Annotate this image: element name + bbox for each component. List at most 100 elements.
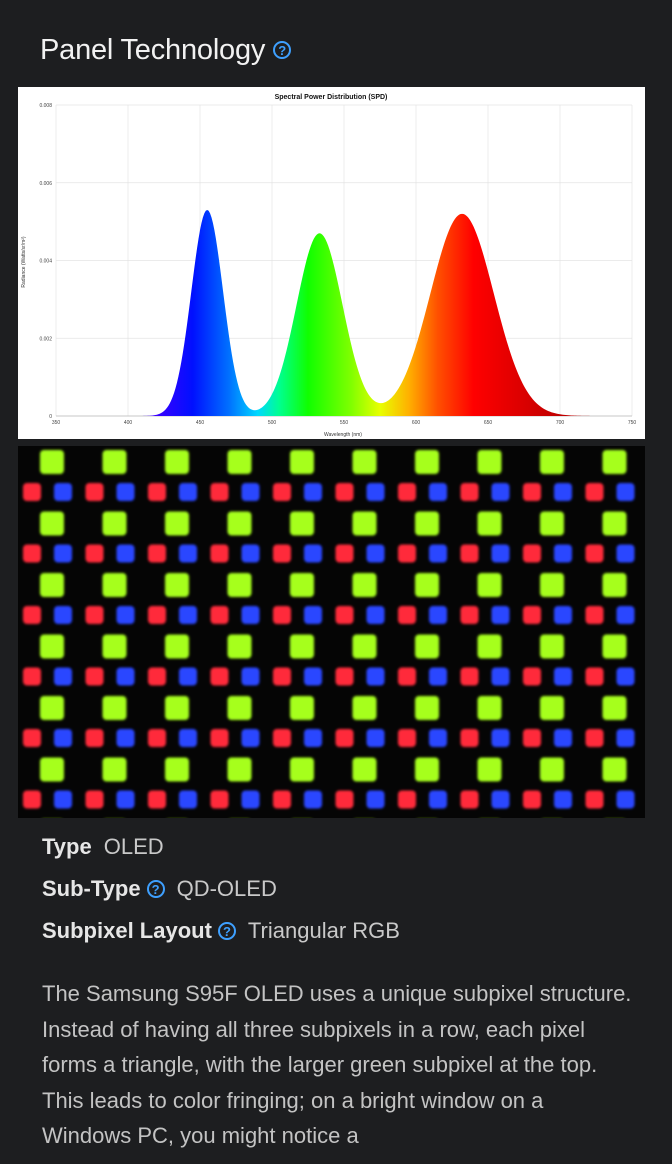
blue-subpixel [491, 790, 510, 809]
green-subpixel [602, 757, 627, 782]
blue-subpixel [429, 667, 447, 686]
spd-chart: 350 400 450 500 550 600 650 700 750 0 0.002 0.004 0.… [18, 87, 645, 439]
spec-subpixel-layout: Subpixel Layout ? Triangular RGB [42, 910, 400, 952]
red-subpixel [335, 667, 354, 686]
blue-subpixel [179, 790, 197, 809]
green-subpixel [227, 450, 252, 474]
blue-subpixel [616, 544, 635, 563]
green-subpixel [415, 573, 439, 597]
blue-subpixel [54, 544, 72, 563]
red-subpixel [398, 483, 416, 501]
blue-subpixel [491, 729, 510, 747]
y-tick-label: 0 [49, 414, 52, 420]
green-subpixel [415, 450, 439, 474]
green-subpixel [290, 634, 314, 659]
green-subpixel [40, 573, 64, 597]
red-subpixel [335, 544, 354, 563]
green-subpixel [602, 450, 627, 474]
y-tick-label: 0.002 [39, 336, 52, 342]
spec-label: Type [42, 834, 92, 859]
spec-label: Sub-Type [42, 876, 141, 901]
chart-title: Spectral Power Distribution (SPD) [275, 94, 388, 101]
green-subpixel [477, 757, 502, 782]
blue-subpixel [304, 606, 322, 624]
red-subpixel [210, 790, 229, 809]
green-subpixel [102, 573, 127, 597]
red-subpixel [273, 606, 291, 624]
red-subpixel [210, 544, 229, 563]
spec-value: Triangular RGB [247, 918, 400, 943]
blue-subpixel [554, 667, 572, 686]
red-subpixel [210, 483, 229, 501]
green-subpixel [227, 511, 252, 536]
red-subpixel [523, 606, 541, 624]
subpixel-layout-svg [23, 450, 635, 843]
red-subpixel [273, 483, 291, 501]
red-subpixel [335, 790, 354, 809]
green-subpixel [352, 450, 377, 474]
red-subpixel [23, 483, 41, 501]
blue-subpixel [616, 667, 635, 686]
x-tick-label: 650 [484, 420, 493, 426]
green-subpixel [602, 511, 627, 536]
red-subpixel [398, 606, 416, 624]
green-subpixel [540, 573, 564, 597]
blue-subpixel [54, 790, 72, 809]
red-subpixel [398, 729, 416, 747]
green-subpixel [165, 511, 189, 536]
spec-value: OLED [103, 834, 164, 859]
green-subpixel [352, 634, 377, 659]
green-subpixel [227, 696, 252, 720]
red-subpixel [585, 606, 604, 624]
section-header: Panel Technology ? [40, 28, 292, 72]
red-subpixel [85, 667, 104, 686]
green-subpixel [40, 696, 64, 720]
blue-subpixel [554, 483, 572, 501]
blue-subpixel [179, 544, 197, 563]
question-circle-icon[interactable]: ? [146, 880, 165, 898]
blue-subpixel [491, 544, 510, 563]
red-subpixel [460, 729, 479, 747]
green-subpixel [40, 757, 64, 782]
y-tick-label: 0.008 [39, 103, 52, 109]
blue-subpixel [616, 729, 635, 747]
red-subpixel [398, 790, 416, 809]
blue-subpixel [116, 729, 135, 747]
blue-subpixel [616, 606, 635, 624]
green-subpixel [602, 696, 627, 720]
blue-subpixel [429, 729, 447, 747]
y-axis-label: Radiance (Watts/sr/m²) [21, 236, 27, 288]
blue-subpixel [491, 606, 510, 624]
green-subpixel [540, 696, 564, 720]
question-circle-icon[interactable]: ? [273, 41, 292, 59]
green-subpixel [102, 634, 127, 659]
blue-subpixel [54, 483, 72, 501]
green-subpixel [290, 573, 314, 597]
blue-subpixel [54, 667, 72, 686]
green-subpixel [477, 450, 502, 474]
red-subpixel [398, 544, 416, 563]
red-subpixel [210, 606, 229, 624]
blue-subpixel [241, 483, 260, 501]
green-subpixel [227, 573, 252, 597]
green-subpixel [165, 634, 189, 659]
spec-label: Subpixel Layout [42, 918, 212, 943]
spec-sub-type: Sub-Type ? QD-OLED [42, 868, 400, 910]
green-subpixel [352, 511, 377, 536]
green-subpixel [540, 511, 564, 536]
x-tick-label: 700 [556, 420, 565, 426]
question-circle-icon[interactable]: ? [217, 922, 236, 940]
red-subpixel [523, 483, 541, 501]
red-subpixel [85, 544, 104, 563]
green-subpixel [415, 696, 439, 720]
red-subpixel [273, 729, 291, 747]
x-tick-label: 550 [340, 420, 349, 426]
blue-subpixel [366, 790, 385, 809]
red-subpixel [460, 667, 479, 686]
blue-subpixel [54, 606, 72, 624]
red-subpixel [460, 544, 479, 563]
blue-subpixel [241, 544, 260, 563]
red-subpixel [273, 790, 291, 809]
blue-subpixel [304, 544, 322, 563]
